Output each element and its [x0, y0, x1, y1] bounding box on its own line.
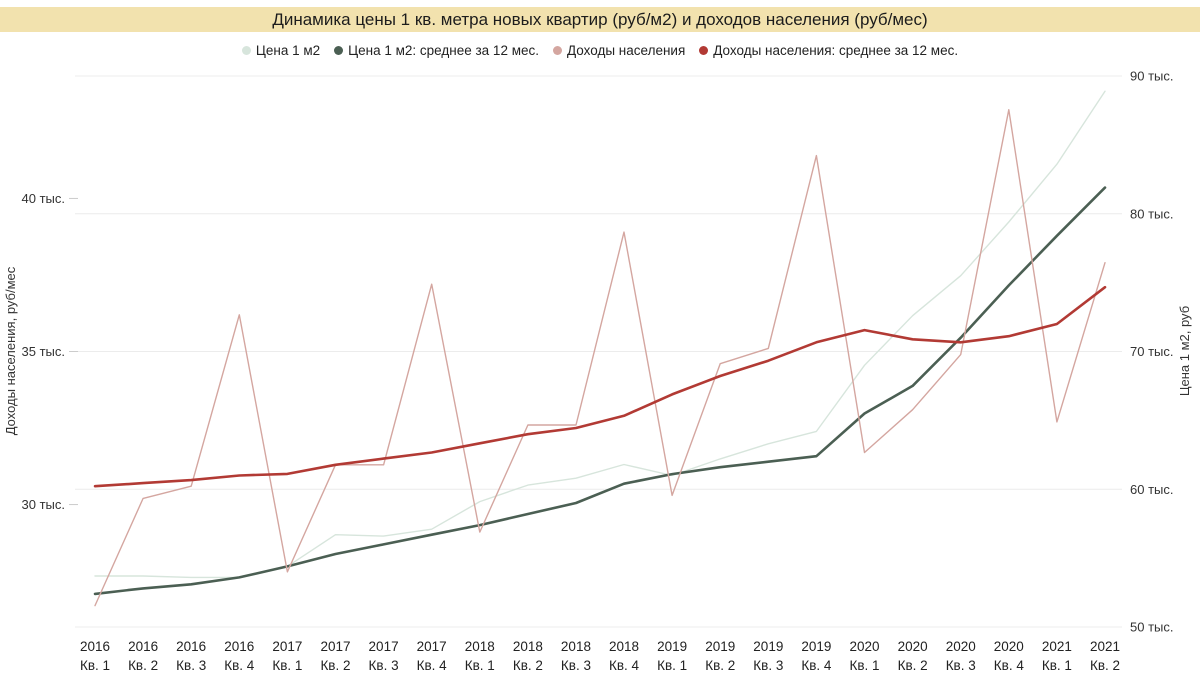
x-axis-label-year: 2017	[320, 639, 350, 654]
right-axis-title: Цена 1 м2, руб	[1177, 306, 1192, 396]
legend-dot-icon	[334, 45, 344, 55]
legend-label: Доходы населения: среднее за 12 мес.	[713, 42, 959, 58]
x-axis-label-year: 2020	[898, 639, 928, 654]
legend-item-3: Доходы населения: среднее за 12 мес.	[699, 43, 958, 58]
x-axis-label-quarter: Кв. 2	[1090, 658, 1120, 673]
left-axis-tick-label: 30 тыс.	[22, 497, 65, 512]
x-axis-label-year: 2016	[80, 639, 110, 654]
x-axis-label-quarter: Кв. 2	[705, 658, 735, 673]
chart-legend: Цена 1 м2 Цена 1 м2: среднее за 12 мес. До…	[0, 41, 1200, 59]
x-axis-label-year: 2021	[1042, 639, 1072, 654]
x-axis-label-year: 2017	[369, 639, 399, 654]
x-axis-label-quarter: Кв. 3	[369, 658, 399, 673]
x-axis-label-year: 2021	[1090, 639, 1120, 654]
chart-title: Динамика цены 1 кв. метра новых квартир …	[272, 10, 928, 29]
x-axis-label-quarter: Кв. 3	[176, 658, 206, 673]
series-line-0	[94, 90, 1106, 579]
x-axis-label-quarter: Кв. 1	[657, 658, 687, 673]
x-axis-label-year: 2019	[801, 639, 831, 654]
chart-title-bar: Динамика цены 1 кв. метра новых квартир …	[0, 7, 1200, 32]
x-axis-label-year: 2018	[561, 639, 591, 654]
x-axis-label-quarter: Кв. 4	[801, 658, 832, 673]
legend-dot-icon	[553, 45, 562, 55]
x-axis-label-year: 2019	[753, 639, 783, 654]
x-axis-label-quarter: Кв. 2	[898, 658, 928, 673]
x-axis-label-quarter: Кв. 1	[1042, 658, 1072, 673]
x-axis-label-quarter: Кв. 1	[272, 658, 302, 673]
x-axis-label-year: 2017	[417, 639, 447, 654]
x-axis-label-year: 2019	[657, 639, 687, 654]
series-line-1	[93, 186, 1107, 596]
legend-dot-icon	[699, 45, 709, 55]
right-axis-tick-label: 90 тыс.	[1130, 69, 1173, 84]
x-axis-label-quarter: Кв. 2	[320, 658, 350, 673]
left-axis-tick-label: 35 тыс.	[22, 344, 65, 359]
x-axis-label-year: 2016	[224, 639, 254, 654]
right-axis-tick-label: 60 тыс.	[1130, 482, 1173, 497]
x-axis-label-quarter: Кв. 2	[128, 658, 158, 673]
x-axis-label-year: 2018	[465, 639, 495, 654]
x-axis-label-year: 2020	[850, 639, 880, 654]
legend-item-0: Цена 1 м2	[241, 42, 321, 58]
x-axis-label-year: 2016	[128, 639, 158, 654]
x-axis-label-year: 2018	[513, 639, 543, 654]
x-axis-label-year: 2016	[176, 639, 206, 654]
x-axis-label-quarter: Кв. 4	[609, 658, 640, 673]
x-axis-label-year: 2020	[946, 639, 976, 654]
x-axis-label-year: 2019	[705, 639, 735, 654]
series-line-3	[93, 285, 1107, 488]
left-axis-tick-label: 40 тыс.	[22, 191, 65, 206]
x-axis-label-quarter: Кв. 1	[465, 658, 495, 673]
right-axis-tick-label: 80 тыс.	[1130, 206, 1173, 221]
legend-label: Доходы населения	[567, 42, 686, 58]
x-axis-label-quarter: Кв. 3	[753, 658, 783, 673]
x-axis-label-quarter: Кв. 1	[850, 658, 880, 673]
left-axis-title: Доходы населения, руб/мес	[3, 266, 18, 435]
legend-dot-icon	[241, 45, 251, 55]
series-line-2	[94, 108, 1106, 607]
x-axis-label-quarter: Кв. 2	[513, 658, 543, 673]
x-axis-label-quarter: Кв. 3	[561, 658, 591, 673]
legend-label: Цена 1 м2	[255, 42, 321, 58]
x-axis-label-year: 2017	[272, 639, 302, 654]
x-axis-label-year: 2020	[994, 639, 1024, 654]
right-axis-tick-label: 50 тыс.	[1130, 620, 1173, 635]
x-axis-label-quarter: Кв. 3	[946, 658, 976, 673]
x-axis-label-quarter: Кв. 4	[417, 658, 448, 673]
legend-item-1: Цена 1 м2: среднее за 12 мес.	[334, 43, 539, 58]
x-axis-label-year: 2018	[609, 639, 639, 654]
legend-item-2: Доходы населения	[553, 43, 685, 58]
x-axis-label-quarter: Кв. 4	[224, 658, 255, 673]
legend-label: Цена 1 м2: среднее за 12 мес.	[348, 42, 539, 58]
right-axis-tick-label: 70 тыс.	[1130, 344, 1173, 359]
x-axis-label-quarter: Кв. 4	[994, 658, 1025, 673]
x-axis-label-quarter: Кв. 1	[80, 658, 110, 673]
